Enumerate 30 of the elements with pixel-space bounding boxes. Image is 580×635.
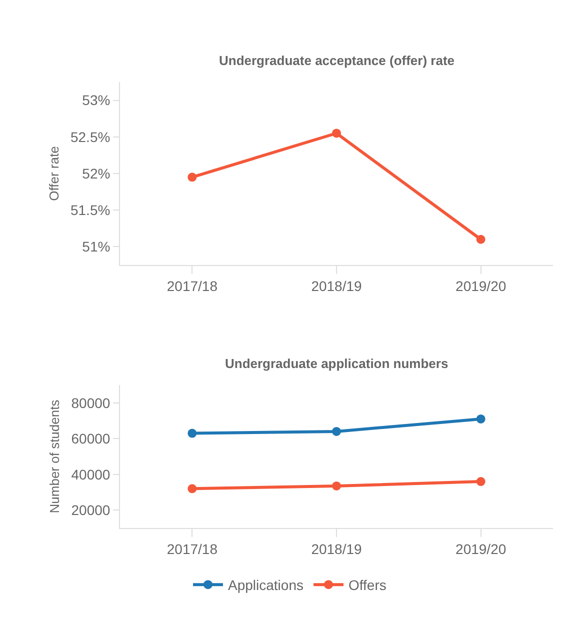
chart-title: Undergraduate application numbers xyxy=(225,356,448,371)
y-tick-label: 52% xyxy=(82,165,110,182)
y-axis-title: Number of students xyxy=(47,399,62,514)
y-tick-label: 40000 xyxy=(71,466,110,482)
x-tick-label: 2017/18 xyxy=(166,278,218,294)
x-tick-label: 2019/20 xyxy=(456,540,506,557)
y-axis-title: Offer rate xyxy=(46,146,62,201)
x-tick-label: 2018/19 xyxy=(311,278,362,294)
point xyxy=(476,234,486,244)
legend-label: Offers xyxy=(348,577,386,594)
point xyxy=(332,128,341,138)
point xyxy=(188,172,197,182)
y-tick-label: 53% xyxy=(82,92,110,108)
point xyxy=(188,428,197,438)
point xyxy=(332,481,341,490)
point xyxy=(476,414,486,424)
y-tick-label: 80000 xyxy=(71,394,110,411)
x-tick-label: 2017/18 xyxy=(166,540,218,557)
y-tick-label: 51.5% xyxy=(70,202,110,218)
y-tick-label: 51% xyxy=(82,238,110,255)
legend-label: Applications xyxy=(228,577,304,594)
point xyxy=(332,426,341,436)
y-tick-label: 20000 xyxy=(71,502,110,518)
chart-title: Undergraduate acceptance (offer) rate xyxy=(219,53,455,68)
x-tick-label: 2019/20 xyxy=(456,278,506,294)
y-tick-label: 52.5% xyxy=(70,128,110,145)
point xyxy=(476,477,486,486)
x-tick-label: 2018/19 xyxy=(311,540,362,557)
y-tick-label: 60000 xyxy=(71,430,110,447)
point xyxy=(188,484,197,494)
